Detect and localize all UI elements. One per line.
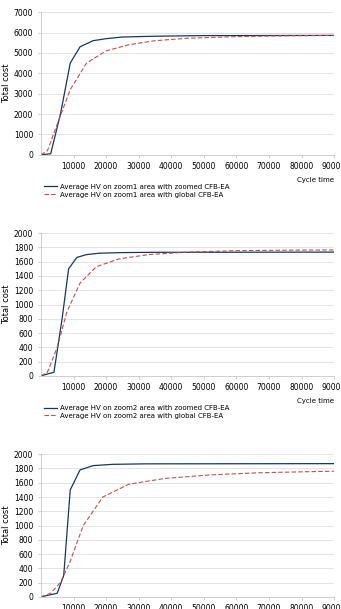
Legend: Average HV on zoom2 area with zoomed CFB-EA, Average HV on zoom2 area with globa: Average HV on zoom2 area with zoomed CFB… — [44, 405, 229, 418]
Y-axis label: Total cost: Total cost — [2, 505, 11, 545]
Text: Cycle time: Cycle time — [297, 177, 334, 183]
Legend: Average HV on zoom1 area with zoomed CFB-EA, Average HV on zoom1 area with globa: Average HV on zoom1 area with zoomed CFB… — [44, 184, 229, 198]
Y-axis label: Total cost: Total cost — [2, 285, 11, 324]
Text: Cycle time: Cycle time — [297, 398, 334, 404]
Y-axis label: Total cost: Total cost — [2, 64, 11, 104]
